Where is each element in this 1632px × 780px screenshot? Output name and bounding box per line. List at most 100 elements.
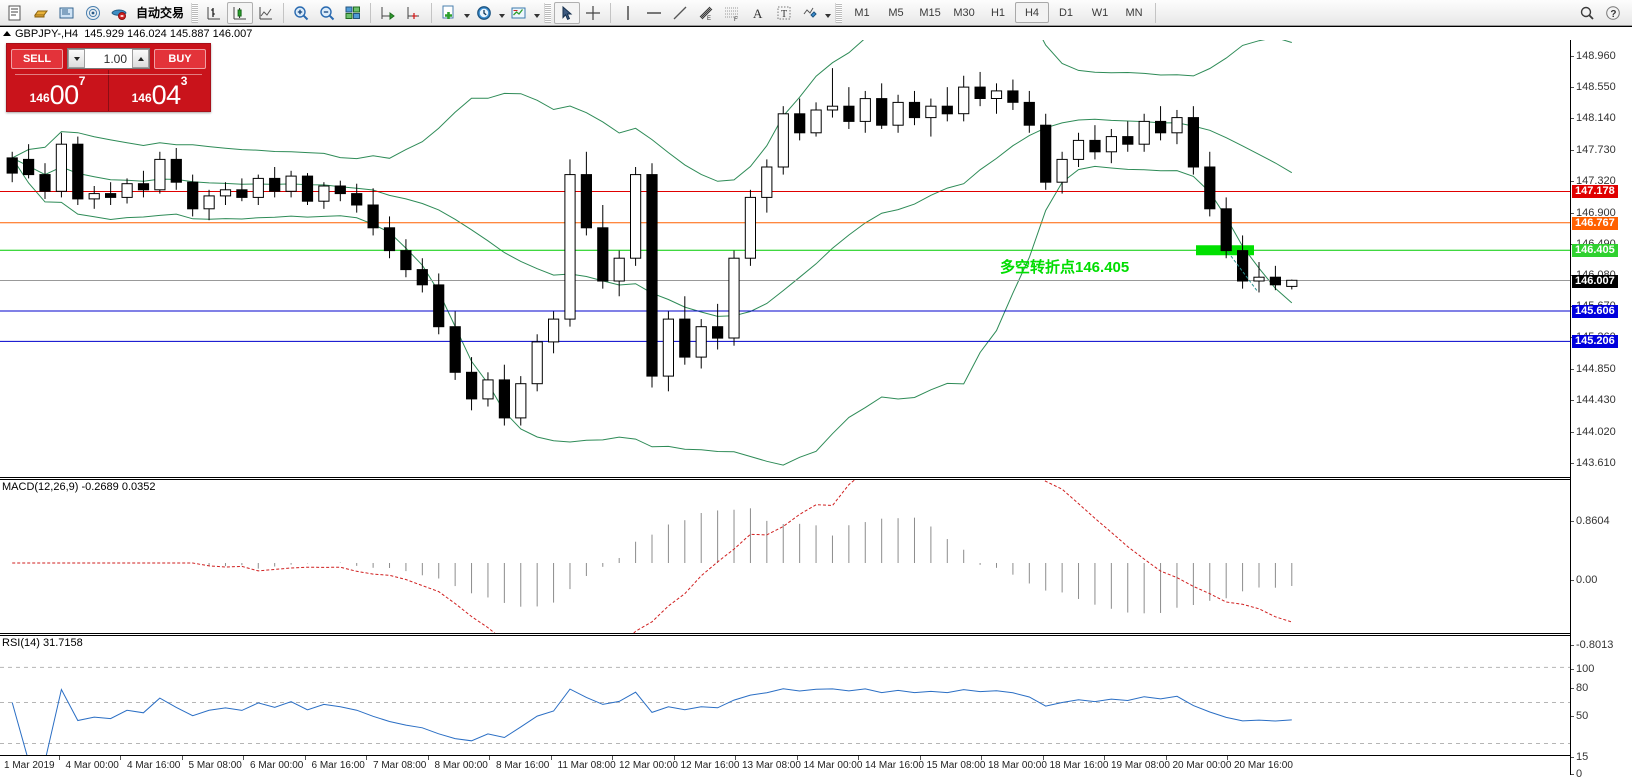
candle-body xyxy=(646,174,658,377)
expert-advisor-icon[interactable] xyxy=(106,2,132,24)
cursor-icon[interactable] xyxy=(554,1,581,24)
price-marker-resistance[interactable]: 146.767 xyxy=(1572,216,1618,230)
period-clock-icon[interactable] xyxy=(471,2,497,24)
period-dropdown-caret[interactable] xyxy=(497,3,506,23)
timeframe-m15[interactable]: M15 xyxy=(919,6,941,19)
rsi-panel[interactable]: RSI(14) 31.7158 xyxy=(0,635,1570,768)
templates-dropdown-caret[interactable] xyxy=(532,3,541,23)
time-tick-label: 18 Mar 00:00 xyxy=(981,756,1047,771)
one-click-trading-panel[interactable]: SELL 1.00 BUY 146 00 7 146 04 3 xyxy=(6,43,211,112)
toolbar-grip-2[interactable] xyxy=(544,2,552,23)
timeframe-m30[interactable]: M30 xyxy=(953,6,975,19)
timeframe-h1[interactable]: H1 xyxy=(990,6,1006,19)
auto-scroll-icon[interactable] xyxy=(401,2,427,24)
add-indicator-dropdown-caret[interactable] xyxy=(462,3,471,23)
templates-icon[interactable] xyxy=(506,2,532,24)
volume-increase-button[interactable] xyxy=(132,49,149,68)
price-tick-label: 148.140 xyxy=(1571,112,1616,125)
timeframe-d1[interactable]: D1 xyxy=(1058,6,1074,19)
buy-button[interactable]: BUY xyxy=(154,48,206,69)
gold-bar-icon[interactable] xyxy=(28,2,54,24)
time-axis[interactable]: 1 Mar 2019 4 Mar 00:00 4 Mar 16:00 5 Mar 08… xyxy=(0,755,1570,774)
price-marker-support[interactable]: 145.606 xyxy=(1572,305,1618,318)
volume-decrease-button[interactable] xyxy=(68,49,85,68)
price-marker-last-price[interactable]: 146.007 xyxy=(1572,274,1618,288)
buy-price-fraction: 3 xyxy=(180,74,188,88)
time-tick-label: 18 Mar 16:00 xyxy=(1042,756,1109,771)
candle-body xyxy=(137,183,150,191)
candle-body xyxy=(580,174,592,229)
candle-body xyxy=(1286,279,1298,287)
rsi-canvas xyxy=(0,666,1570,762)
candle-body xyxy=(466,371,478,400)
line-chart-icon[interactable] xyxy=(253,2,279,24)
crosshair-icon[interactable] xyxy=(580,2,606,24)
candle-body xyxy=(1122,136,1134,145)
volume-stepper[interactable]: 1.00 xyxy=(67,48,150,69)
buy-price[interactable]: 146 04 3 xyxy=(109,70,210,111)
signals-icon[interactable] xyxy=(80,2,106,24)
price-axis[interactable]: 148.960 148.550 148.140 147.730 147.320 146.9… xyxy=(1570,40,1632,780)
fibonacci-icon[interactable]: F xyxy=(719,2,745,24)
timeframe-m1[interactable]: M1 xyxy=(854,6,870,19)
price-marker-resistance[interactable]: 147.178 xyxy=(1572,185,1618,199)
news-icon[interactable] xyxy=(54,2,80,24)
bar-chart-icon[interactable] xyxy=(201,2,227,24)
chart-shift-icon[interactable] xyxy=(375,2,401,24)
text-icon[interactable]: A xyxy=(745,2,771,24)
price-tick-label: 144.020 xyxy=(1571,425,1616,438)
timeframe-m5[interactable]: M5 xyxy=(888,6,904,19)
zoom-out-icon[interactable] xyxy=(314,2,340,24)
chart-window[interactable]: GBPJPY-,H4 145.929 146.024 145.887 146.0… xyxy=(0,26,1632,780)
price-marker-support[interactable]: 145.206 xyxy=(1572,335,1618,349)
timeframe-mn[interactable]: MN xyxy=(1125,6,1143,19)
toolbar-grip-3[interactable] xyxy=(835,2,843,23)
candle-body xyxy=(1204,166,1216,210)
candle-body xyxy=(6,157,18,174)
time-tick-label: 20 Mar 00:00 xyxy=(1165,756,1232,771)
add-indicator-icon[interactable] xyxy=(436,2,462,24)
candle-body xyxy=(531,341,543,385)
horizontal-line-icon[interactable] xyxy=(641,2,667,24)
bollinger-lower-band xyxy=(11,157,1293,466)
new-order-icon[interactable] xyxy=(2,2,28,24)
chart-annotation-text[interactable]: 多空转折点146.405 xyxy=(1000,259,1130,277)
zoom-in-icon[interactable] xyxy=(288,2,314,24)
macd-label: MACD(12,26,9) -0.2689 0.0352 xyxy=(2,481,156,493)
rsi-tick-label: 80 xyxy=(1570,682,1589,694)
help-icon[interactable]: ? xyxy=(1600,2,1626,24)
candle-body xyxy=(958,86,970,115)
sell-price[interactable]: 146 00 7 xyxy=(7,70,109,111)
buy-price-whole: 146 xyxy=(131,91,152,105)
candle-body xyxy=(400,250,412,271)
volume-value[interactable]: 1.00 xyxy=(103,51,127,66)
timeframe-w1[interactable]: W1 xyxy=(1091,6,1109,19)
shapes-dropdown-caret[interactable] xyxy=(823,3,832,23)
candlestick-chart-icon[interactable] xyxy=(227,1,254,24)
vertical-line-icon[interactable] xyxy=(615,2,641,24)
price-plot[interactable] xyxy=(0,40,1570,478)
candle-body xyxy=(859,98,871,122)
sell-price-main: 00 xyxy=(49,80,80,110)
candle-body xyxy=(630,174,642,259)
macd-panel[interactable]: MACD(12,26,9) -0.2689 0.0352 xyxy=(0,479,1570,634)
price-marker-pivot[interactable]: 146.405 xyxy=(1572,244,1618,258)
shapes-icon[interactable] xyxy=(797,2,823,24)
rsi-tick-label: 50 xyxy=(1570,710,1589,722)
search-icon[interactable] xyxy=(1574,2,1600,24)
sell-button[interactable]: SELL xyxy=(11,48,63,69)
candle-body xyxy=(908,101,921,119)
equidistant-channel-icon[interactable]: E xyxy=(693,2,719,24)
timeframe-h4[interactable]: H4 xyxy=(1015,2,1050,23)
trendline-icon[interactable] xyxy=(667,2,693,24)
toolbar-grip[interactable] xyxy=(191,2,199,23)
candle-body xyxy=(1237,250,1249,282)
tile-windows-icon[interactable] xyxy=(340,2,366,24)
chart-symbol-bar: GBPJPY-,H4 145.929 146.024 145.887 146.0… xyxy=(0,27,1632,40)
collapse-triangle-icon[interactable] xyxy=(3,31,11,36)
price-tick-label: 147.730 xyxy=(1571,143,1616,156)
text-label-icon[interactable]: T xyxy=(771,2,797,24)
main-toolbar: 自动交易 xyxy=(0,0,1632,26)
time-tick-label: 13 Mar 08:00 xyxy=(735,756,801,771)
autotrade-label[interactable]: 自动交易 xyxy=(136,6,185,20)
